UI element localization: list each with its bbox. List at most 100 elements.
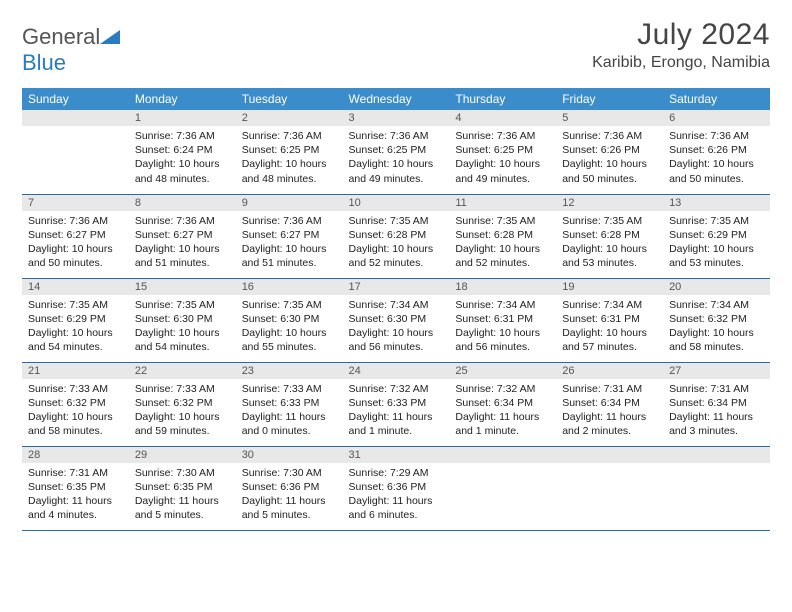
daylight-text: Daylight: 11 hours and 1 minute. — [349, 410, 444, 438]
day-number — [449, 447, 556, 463]
day-number — [22, 110, 129, 126]
sunset-text: Sunset: 6:30 PM — [135, 312, 230, 326]
sunrise-text: Sunrise: 7:35 AM — [562, 214, 657, 228]
calendar-cell — [449, 446, 556, 530]
day-number: 24 — [343, 363, 450, 379]
day-details: Sunrise: 7:35 AMSunset: 6:28 PMDaylight:… — [449, 211, 556, 275]
calendar-cell: 9Sunrise: 7:36 AMSunset: 6:27 PMDaylight… — [236, 194, 343, 278]
day-number: 5 — [556, 110, 663, 126]
daylight-text: Daylight: 11 hours and 4 minutes. — [28, 494, 123, 522]
day-number: 25 — [449, 363, 556, 379]
sunset-text: Sunset: 6:29 PM — [28, 312, 123, 326]
daylight-text: Daylight: 11 hours and 5 minutes. — [135, 494, 230, 522]
calendar-cell: 23 Sunrise: 7:33 AMSunset: 6:33 PMDayligh… — [236, 362, 343, 446]
calendar-cell: 26Sunrise: 7:31 AMSunset: 6:34 PMDayligh… — [556, 362, 663, 446]
calendar-cell: 11Sunrise: 7:35 AMSunset: 6:28 PMDayligh… — [449, 194, 556, 278]
day-details: Sunrise: 7:32 AMSunset: 6:34 PMDaylight:… — [449, 379, 556, 443]
day-number: 19 — [556, 279, 663, 295]
sunrise-text: Sunrise: 7:30 AM — [242, 466, 337, 480]
daylight-text: Daylight: 10 hours and 58 minutes. — [28, 410, 123, 438]
day-number: 21 — [22, 363, 129, 379]
sunrise-text: Sunrise: 7:35 AM — [28, 298, 123, 312]
day-number — [556, 447, 663, 463]
calendar-week-row: 21Sunrise: 7:33 AMSunset: 6:32 PMDayligh… — [22, 362, 770, 446]
calendar-cell — [22, 110, 129, 194]
day-number: 23 — [236, 363, 343, 379]
day-details: Sunrise: 7:34 AMSunset: 6:31 PMDaylight:… — [556, 295, 663, 359]
sunset-text: Sunset: 6:35 PM — [135, 480, 230, 494]
day-details: Sunrise: 7:36 AMSunset: 6:25 PMDaylight:… — [236, 126, 343, 190]
calendar-week-row: 14Sunrise: 7:35 AMSunset: 6:29 PMDayligh… — [22, 278, 770, 362]
calendar-cell: 29Sunrise: 7:30 AMSunset: 6:35 PMDayligh… — [129, 446, 236, 530]
sunset-text: Sunset: 6:30 PM — [349, 312, 444, 326]
sunrise-text: Sunrise: 7:36 AM — [349, 129, 444, 143]
sunset-text: Sunset: 6:34 PM — [669, 396, 764, 410]
sunset-text: Sunset: 6:33 PM — [242, 396, 337, 410]
calendar-cell: 8Sunrise: 7:36 AMSunset: 6:27 PMDaylight… — [129, 194, 236, 278]
sunset-text: Sunset: 6:29 PM — [669, 228, 764, 242]
day-details: Sunrise: 7:35 AMSunset: 6:28 PMDaylight:… — [556, 211, 663, 275]
weekday-header: Friday — [556, 88, 663, 110]
sunrise-text: Sunrise: 7:36 AM — [669, 129, 764, 143]
day-details: Sunrise: 7:33 AMSunset: 6:32 PMDaylight:… — [22, 379, 129, 443]
month-title: July 2024 — [592, 18, 770, 52]
sunrise-text: Sunrise: 7:31 AM — [562, 382, 657, 396]
day-details: Sunrise: 7:29 AMSunset: 6:36 PMDaylight:… — [343, 463, 450, 527]
calendar-cell: 28Sunrise: 7:31 AMSunset: 6:35 PMDayligh… — [22, 446, 129, 530]
day-details: Sunrise: 7:36 AMSunset: 6:25 PMDaylight:… — [449, 126, 556, 190]
daylight-text: Daylight: 10 hours and 51 minutes. — [242, 242, 337, 270]
day-number: 7 — [22, 195, 129, 211]
day-details: Sunrise: 7:35 AMSunset: 6:30 PMDaylight:… — [129, 295, 236, 359]
calendar-cell — [663, 446, 770, 530]
day-number: 2 — [236, 110, 343, 126]
sunrise-text: Sunrise: 7:31 AM — [28, 466, 123, 480]
daylight-text: Daylight: 10 hours and 53 minutes. — [562, 242, 657, 270]
daylight-text: Daylight: 10 hours and 54 minutes. — [28, 326, 123, 354]
sunrise-text: Sunrise: 7:32 AM — [349, 382, 444, 396]
day-number: 31 — [343, 447, 450, 463]
day-number: 3 — [343, 110, 450, 126]
sunrise-text: Sunrise: 7:30 AM — [135, 466, 230, 480]
sunset-text: Sunset: 6:36 PM — [349, 480, 444, 494]
calendar-cell: 20Sunrise: 7:34 AMSunset: 6:32 PMDayligh… — [663, 278, 770, 362]
sunrise-text: Sunrise: 7:35 AM — [669, 214, 764, 228]
day-number: 14 — [22, 279, 129, 295]
sunset-text: Sunset: 6:31 PM — [562, 312, 657, 326]
day-details: Sunrise: 7:35 AMSunset: 6:28 PMDaylight:… — [343, 211, 450, 275]
daylight-text: Daylight: 11 hours and 6 minutes. — [349, 494, 444, 522]
sunrise-text: Sunrise: 7:31 AM — [669, 382, 764, 396]
daylight-text: Daylight: 10 hours and 50 minutes. — [562, 157, 657, 185]
calendar-cell: 10Sunrise: 7:35 AMSunset: 6:28 PMDayligh… — [343, 194, 450, 278]
day-details: Sunrise: 7:36 AMSunset: 6:24 PMDaylight:… — [129, 126, 236, 190]
calendar-cell: 12Sunrise: 7:35 AMSunset: 6:28 PMDayligh… — [556, 194, 663, 278]
weekday-header: Wednesday — [343, 88, 450, 110]
sunrise-text: Sunrise: 7:33 AM — [242, 382, 337, 396]
sunset-text: Sunset: 6:24 PM — [135, 143, 230, 157]
day-details: Sunrise: 7:30 AMSunset: 6:36 PMDaylight:… — [236, 463, 343, 527]
sunrise-text: Sunrise: 7:32 AM — [455, 382, 550, 396]
calendar-week-row: 7 Sunrise: 7:36 AMSunset: 6:27 PMDaylight… — [22, 194, 770, 278]
sunset-text: Sunset: 6:26 PM — [669, 143, 764, 157]
day-details: Sunrise: 7:35 AMSunset: 6:29 PMDaylight:… — [663, 211, 770, 275]
sunrise-text: Sunrise: 7:35 AM — [349, 214, 444, 228]
day-number: 13 — [663, 195, 770, 211]
day-details: Sunrise: 7:34 AMSunset: 6:32 PMDaylight:… — [663, 295, 770, 359]
daylight-text: Daylight: 10 hours and 54 minutes. — [135, 326, 230, 354]
day-details: Sunrise: 7:34 AMSunset: 6:30 PMDaylight:… — [343, 295, 450, 359]
daylight-text: Daylight: 10 hours and 50 minutes. — [28, 242, 123, 270]
sunset-text: Sunset: 6:32 PM — [28, 396, 123, 410]
daylight-text: Daylight: 11 hours and 0 minutes. — [242, 410, 337, 438]
day-number: 22 — [129, 363, 236, 379]
daylight-text: Daylight: 10 hours and 52 minutes. — [349, 242, 444, 270]
daylight-text: Daylight: 10 hours and 50 minutes. — [669, 157, 764, 185]
daylight-text: Daylight: 11 hours and 5 minutes. — [242, 494, 337, 522]
day-number: 15 — [129, 279, 236, 295]
calendar-cell: 19Sunrise: 7:34 AMSunset: 6:31 PMDayligh… — [556, 278, 663, 362]
sunset-text: Sunset: 6:25 PM — [455, 143, 550, 157]
calendar-cell: 24Sunrise: 7:32 AMSunset: 6:33 PMDayligh… — [343, 362, 450, 446]
day-details: Sunrise: 7:36 AMSunset: 6:27 PMDaylight:… — [236, 211, 343, 275]
sunrise-text: Sunrise: 7:33 AM — [135, 382, 230, 396]
sunset-text: Sunset: 6:35 PM — [28, 480, 123, 494]
sunset-text: Sunset: 6:34 PM — [455, 396, 550, 410]
day-details: Sunrise: 7:30 AMSunset: 6:35 PMDaylight:… — [129, 463, 236, 527]
